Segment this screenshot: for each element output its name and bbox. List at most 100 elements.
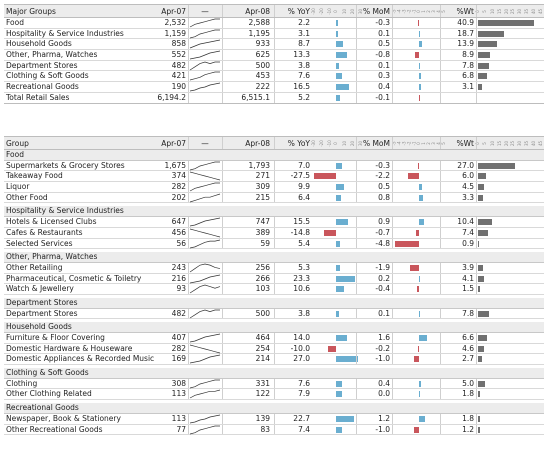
row-name: Clothing & Soft Goods <box>6 71 89 81</box>
wt-mark-bar <box>478 194 483 201</box>
sparkline <box>189 354 221 364</box>
yoy-mark-bar <box>336 20 338 26</box>
mom-mark <box>394 309 444 319</box>
wt-ticks-label: 5 <box>481 10 487 13</box>
value-wt: 1.2 <box>462 424 474 434</box>
yoy-mark-bar <box>336 380 343 387</box>
wt-mark <box>478 29 540 39</box>
value-apr07: 482 <box>171 308 186 318</box>
yoy-mark <box>312 217 360 227</box>
mom-mark-bar <box>418 345 419 352</box>
yoy-mark <box>312 71 360 81</box>
wt-mark-bar <box>478 162 516 169</box>
wt-mark-bar <box>478 380 485 387</box>
value-mom: -1.0 <box>375 354 390 364</box>
row-name: Total Retail Sales <box>6 92 70 102</box>
value-apr08: 747 <box>255 217 270 227</box>
header-trend: — <box>201 139 209 148</box>
yoy-mark-bar <box>336 84 350 91</box>
sparkline <box>189 39 221 49</box>
yoy-mark <box>312 379 360 389</box>
mom-mark <box>394 39 444 49</box>
row-name: Domestic Hardware & Houseware <box>6 343 133 353</box>
mom-mark <box>394 171 444 181</box>
yoy-mark <box>312 61 360 71</box>
yoy-mark-bar <box>336 94 341 101</box>
value-yoy: 3.1 <box>298 28 310 38</box>
yoy-mark-bar <box>336 184 344 191</box>
value-mom: 0.0 <box>378 389 390 399</box>
value-apr07: 190 <box>171 82 186 92</box>
wt-mark <box>478 344 540 354</box>
yoy-mark <box>312 161 360 171</box>
value-apr08: 389 <box>255 227 270 237</box>
mom-mark-bar <box>418 94 420 101</box>
section-header: Recreational Goods <box>4 403 544 414</box>
table-row: Takeaway Food 374 271 -27.5 -2.2 6.0 <box>4 171 544 183</box>
yoy-mark-bar <box>328 345 336 352</box>
mom-mark-bar <box>417 286 419 293</box>
value-apr07: 77 <box>176 424 186 434</box>
wt-mark-bar <box>478 73 488 80</box>
row-name: Department Stores <box>6 60 78 70</box>
wt-mark-bar <box>478 310 489 317</box>
value-yoy: 6.4 <box>298 192 310 202</box>
wt-mark <box>478 228 540 238</box>
table-row: Selected Services 56 59 5.4 -4.8 0.9 <box>4 238 544 250</box>
mom-mark <box>394 161 444 171</box>
yoy-mark <box>312 50 360 60</box>
wt-ticks-label: 35 <box>524 140 530 147</box>
value-apr08: 266 <box>255 273 270 283</box>
value-apr07: 858 <box>171 39 186 49</box>
sparkline <box>189 414 221 424</box>
section-header: Department Stores <box>4 297 544 309</box>
row-name: Domestic Appliances & Recorded Music <box>6 354 155 364</box>
table-row: Liquor 282 309 9.9 0.5 4.5 <box>4 182 544 193</box>
row-name: Selected Services <box>6 238 73 248</box>
wt-mark-bar <box>478 41 498 48</box>
value-mom: -0.1 <box>375 92 390 102</box>
value-yoy: 16.5 <box>293 82 310 92</box>
sparkline-path <box>189 355 221 364</box>
sparkline <box>189 425 221 435</box>
yoy-mark <box>312 263 360 273</box>
value-wt: 4.5 <box>462 182 474 192</box>
wt-mark-bar <box>478 62 489 69</box>
yoy-mark <box>312 18 360 28</box>
row-name: Department Stores <box>6 308 78 318</box>
mom-mark <box>394 274 444 284</box>
mom-mark-bar <box>414 426 419 433</box>
value-apr07: 243 <box>171 262 186 272</box>
sparkline <box>189 263 221 273</box>
table-row: Other, Pharma, Watches 552 625 13.3 -0.8 8.9 <box>4 50 544 61</box>
wt-mark <box>478 193 540 203</box>
wt-mark <box>478 274 540 284</box>
wt-mark-bar <box>478 52 491 59</box>
wt-mark <box>478 263 540 273</box>
value-wt: 1.8 <box>462 413 474 423</box>
sparkline <box>189 379 221 389</box>
mom-mark-bar <box>419 415 425 422</box>
sparkline-path <box>189 82 221 92</box>
sparkline-path <box>189 161 220 171</box>
sparkline-path <box>189 193 221 203</box>
yoy-mark-bar <box>336 426 342 433</box>
value-wt: 3.9 <box>462 262 474 272</box>
row-name: Liquor <box>6 182 30 192</box>
wt-mark-bar <box>478 275 484 282</box>
mom-mark <box>394 354 444 364</box>
yoy-mark-bar <box>336 194 342 201</box>
section-title: Food <box>6 150 24 159</box>
mom-mark <box>394 82 444 92</box>
wt-ticks-label: 25 <box>510 8 516 15</box>
wt-ticks-label: 20 <box>503 8 509 15</box>
header-wt: %Wt <box>456 7 474 16</box>
yoy-mark-bar <box>336 391 343 398</box>
wt-mark <box>478 239 540 249</box>
header-apr08: Apr-08 <box>245 7 270 16</box>
sparkline <box>189 18 221 28</box>
yoy-mark-bar <box>336 415 355 422</box>
row-name: Other, Pharma, Watches <box>6 50 98 60</box>
wt-ticks-label: 10 <box>489 140 495 147</box>
value-yoy: 23.3 <box>293 273 310 283</box>
